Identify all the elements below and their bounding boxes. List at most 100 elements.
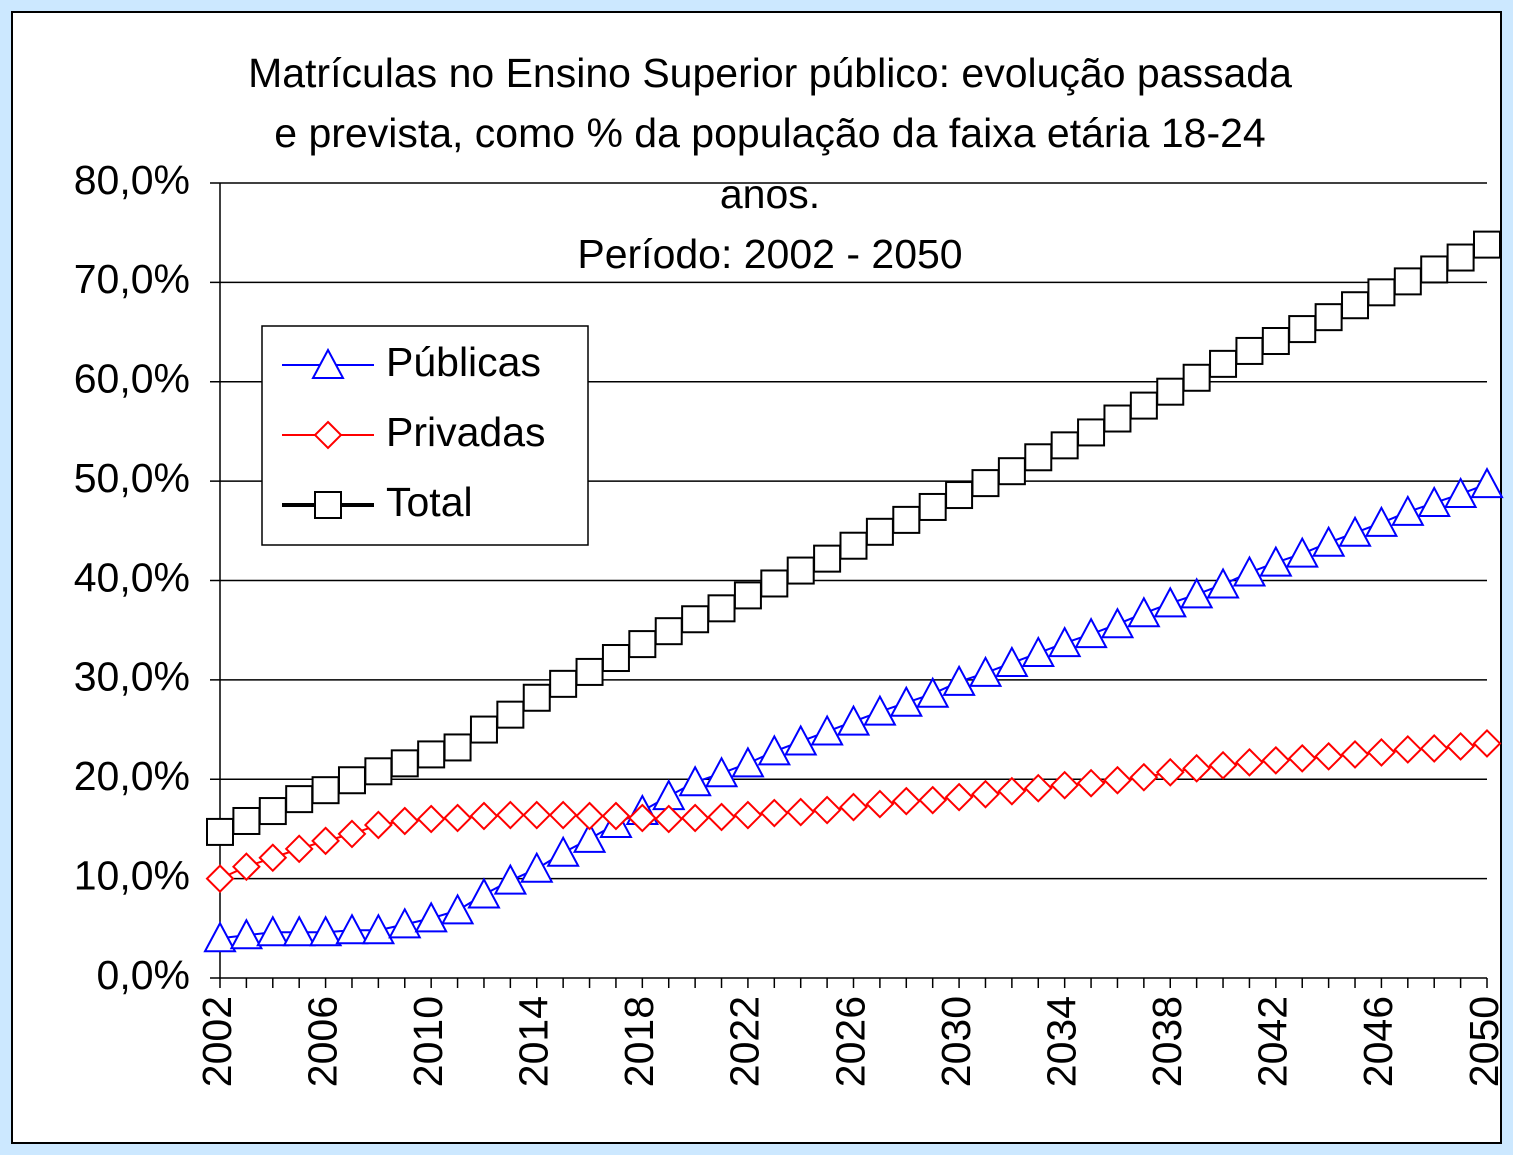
data-point [205, 864, 235, 894]
data-point [1338, 515, 1372, 547]
data-point [493, 863, 528, 895]
data-point [363, 810, 393, 840]
data-point [1024, 443, 1053, 472]
x-tick-label: 2014 [511, 996, 557, 1087]
data-point [311, 776, 340, 805]
data-point [1047, 625, 1082, 658]
data-point [760, 569, 789, 598]
data-point [601, 801, 631, 831]
legend-marker [314, 491, 342, 519]
data-point [1419, 734, 1449, 763]
data-point [364, 757, 393, 786]
data-point [443, 803, 472, 833]
data-point [916, 676, 950, 708]
data-point [232, 806, 261, 835]
data-point [1050, 770, 1080, 800]
data-point [1393, 735, 1423, 764]
data-point [496, 700, 525, 729]
data-point [282, 915, 316, 947]
chart-title: e prevista, como % da população da faixa… [274, 110, 1265, 156]
data-point [1077, 418, 1106, 447]
data-point [865, 517, 894, 546]
data-point [1364, 505, 1399, 537]
data-point [522, 800, 552, 830]
legend-label: Total [386, 479, 473, 525]
data-point [1261, 327, 1290, 356]
x-tick-label: 2050 [1461, 996, 1507, 1087]
data-point [1127, 596, 1161, 628]
data-point [839, 792, 868, 822]
chart-title: anos. [720, 171, 820, 217]
x-tick-label: 2022 [722, 996, 768, 1087]
data-point [1182, 363, 1211, 392]
data-point [1179, 577, 1214, 609]
data-point [1129, 391, 1158, 420]
data-point [206, 817, 234, 846]
data-point [1021, 635, 1055, 668]
data-point [203, 921, 237, 953]
data-point [229, 918, 264, 950]
data-point [918, 492, 947, 521]
data-point [1446, 243, 1475, 272]
data-point [1341, 291, 1370, 320]
y-tick-label: 60,0% [74, 356, 190, 402]
data-point [1285, 536, 1319, 568]
data-point [337, 819, 367, 849]
data-point [1311, 525, 1346, 557]
legend-marker [313, 420, 343, 450]
data-point [337, 766, 366, 795]
data-point [1232, 555, 1267, 587]
data-point [1367, 738, 1396, 767]
y-tick-label: 70,0% [74, 256, 190, 302]
y-tick-label: 80,0% [74, 157, 190, 203]
data-point [865, 789, 895, 819]
data-point [258, 843, 288, 873]
data-point [678, 765, 712, 797]
data-point [784, 724, 818, 756]
data-point [918, 785, 948, 815]
chart-subtitle: Período: 2002 - 2050 [577, 231, 962, 277]
data-point [1287, 743, 1317, 773]
data-point [1050, 431, 1079, 460]
data-point [863, 694, 897, 726]
data-point [839, 531, 868, 560]
data-point [813, 544, 842, 573]
data-point [1391, 494, 1425, 526]
data-point [1367, 278, 1396, 307]
y-tick-label: 10,0% [74, 852, 190, 898]
data-point [1208, 750, 1238, 780]
data-point [390, 749, 419, 778]
data-point [892, 505, 921, 534]
data-point [1074, 617, 1108, 649]
data-point [1156, 377, 1185, 406]
data-point [1206, 567, 1240, 599]
data-point [731, 746, 765, 778]
data-point [680, 803, 710, 833]
y-tick-label: 50,0% [74, 455, 190, 501]
data-point [522, 683, 551, 712]
data-point [1470, 466, 1504, 499]
x-tick-label: 2006 [299, 996, 345, 1087]
data-point [812, 795, 842, 825]
data-point [891, 786, 921, 816]
data-point [417, 740, 446, 769]
data-point [443, 733, 472, 762]
y-tick-label: 40,0% [74, 554, 190, 600]
data-point [707, 802, 736, 832]
data-point [759, 798, 789, 828]
data-point [627, 803, 657, 833]
legend-label: Privadas [386, 409, 546, 455]
data-point [549, 669, 578, 698]
data-point [256, 915, 290, 947]
data-point [440, 893, 475, 925]
data-point [1100, 607, 1135, 639]
data-point [889, 685, 923, 717]
data-point [572, 821, 607, 853]
x-tick-label: 2018 [616, 996, 662, 1087]
data-point [311, 826, 340, 856]
data-point [786, 556, 815, 585]
legend-label: Públicas [386, 339, 541, 385]
data-point [942, 664, 976, 696]
